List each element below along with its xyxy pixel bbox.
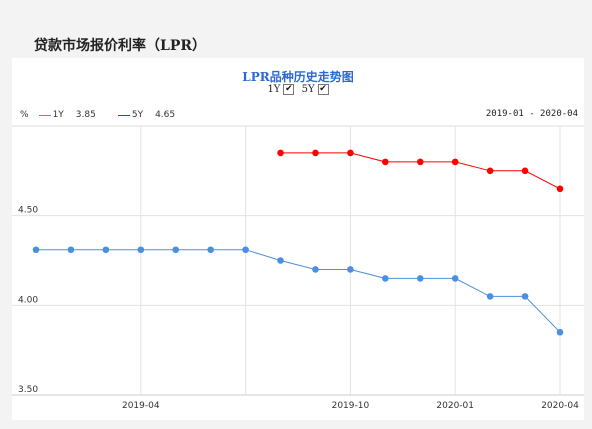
legend-item-5y[interactable]: 5Y 4.65: [117, 110, 176, 120]
data-point-5y: [277, 149, 284, 157]
lpr-line-chart: 3.50 4.00 4.50 2019-04 2019-10 2020-01 2020-04: [12, 125, 584, 411]
data-point-1y: [347, 266, 354, 273]
chart-card: 3.50 4.00 4.50 2019-04 2019-10 2020-01 2020-04…: [12, 58, 584, 420]
series-line-1y: [36, 249, 561, 333]
series-toggles: 1Y ✔ 5Y ✔: [12, 84, 584, 95]
data-point-1y: [556, 328, 564, 336]
legend-line-5y: [117, 114, 130, 116]
chart-legend: % 1Y 3.85 5Y 4.65: [20, 110, 197, 120]
chart-title: LPR品种历史走势图: [242, 70, 354, 84]
toggle-5y-label: 5Y: [301, 84, 315, 95]
data-point-5y: [451, 158, 459, 166]
data-point-5y: [556, 185, 564, 193]
data-point-1y: [207, 246, 214, 254]
y-tick-label: 4.00: [18, 295, 38, 305]
legend-label-1y: 1Y: [52, 110, 64, 120]
x-tick-label: 2019-04: [122, 401, 160, 411]
data-point-5y: [347, 149, 354, 157]
series-line-5y: [280, 152, 561, 190]
legend-line-1y: [38, 114, 51, 116]
data-point-5y: [312, 149, 319, 157]
data-point-5y: [521, 167, 529, 175]
data-point-5y: [382, 158, 389, 166]
toggle-5y-checkbox[interactable]: ✔: [317, 84, 329, 95]
unit-label: %: [20, 110, 29, 120]
data-point-1y: [486, 293, 494, 300]
toggle-1y-checkbox[interactable]: ✔: [283, 84, 295, 95]
data-point-1y: [382, 275, 389, 282]
legend-label-5y: 5Y: [131, 110, 144, 120]
toggle-1y[interactable]: 1Y ✔: [267, 84, 295, 95]
legend-item-1y[interactable]: 1Y 3.85: [38, 110, 96, 120]
date-range: 2019-01 - 2020-04: [485, 109, 578, 119]
data-point-1y: [242, 246, 249, 254]
data-point-1y: [32, 246, 40, 254]
y-tick-label: 3.50: [18, 385, 38, 395]
data-point-1y: [102, 246, 110, 254]
data-point-5y: [416, 158, 424, 166]
toggle-1y-label: 1Y: [267, 84, 281, 95]
data-point-1y: [67, 246, 75, 254]
toggle-5y[interactable]: 5Y ✔: [302, 84, 329, 95]
data-point-1y: [416, 275, 424, 282]
data-point-1y: [521, 293, 529, 300]
data-point-5y: [486, 167, 494, 175]
legend-value-1y: 3.85: [75, 110, 96, 120]
x-tick-label: 2019-10: [332, 401, 370, 411]
legend-value-5y: 4.65: [155, 110, 176, 120]
data-point-1y: [172, 246, 180, 254]
data-point-1y: [277, 257, 284, 264]
x-tick-label: 2020-01: [436, 401, 474, 411]
panel-title: 贷款市场报价利率（LPR）: [34, 38, 207, 54]
x-tick-label: 2020-04: [541, 401, 579, 411]
data-point-1y: [312, 266, 319, 273]
y-tick-label: 4.50: [18, 206, 38, 216]
data-point-1y: [451, 275, 459, 282]
data-point-1y: [137, 246, 145, 254]
